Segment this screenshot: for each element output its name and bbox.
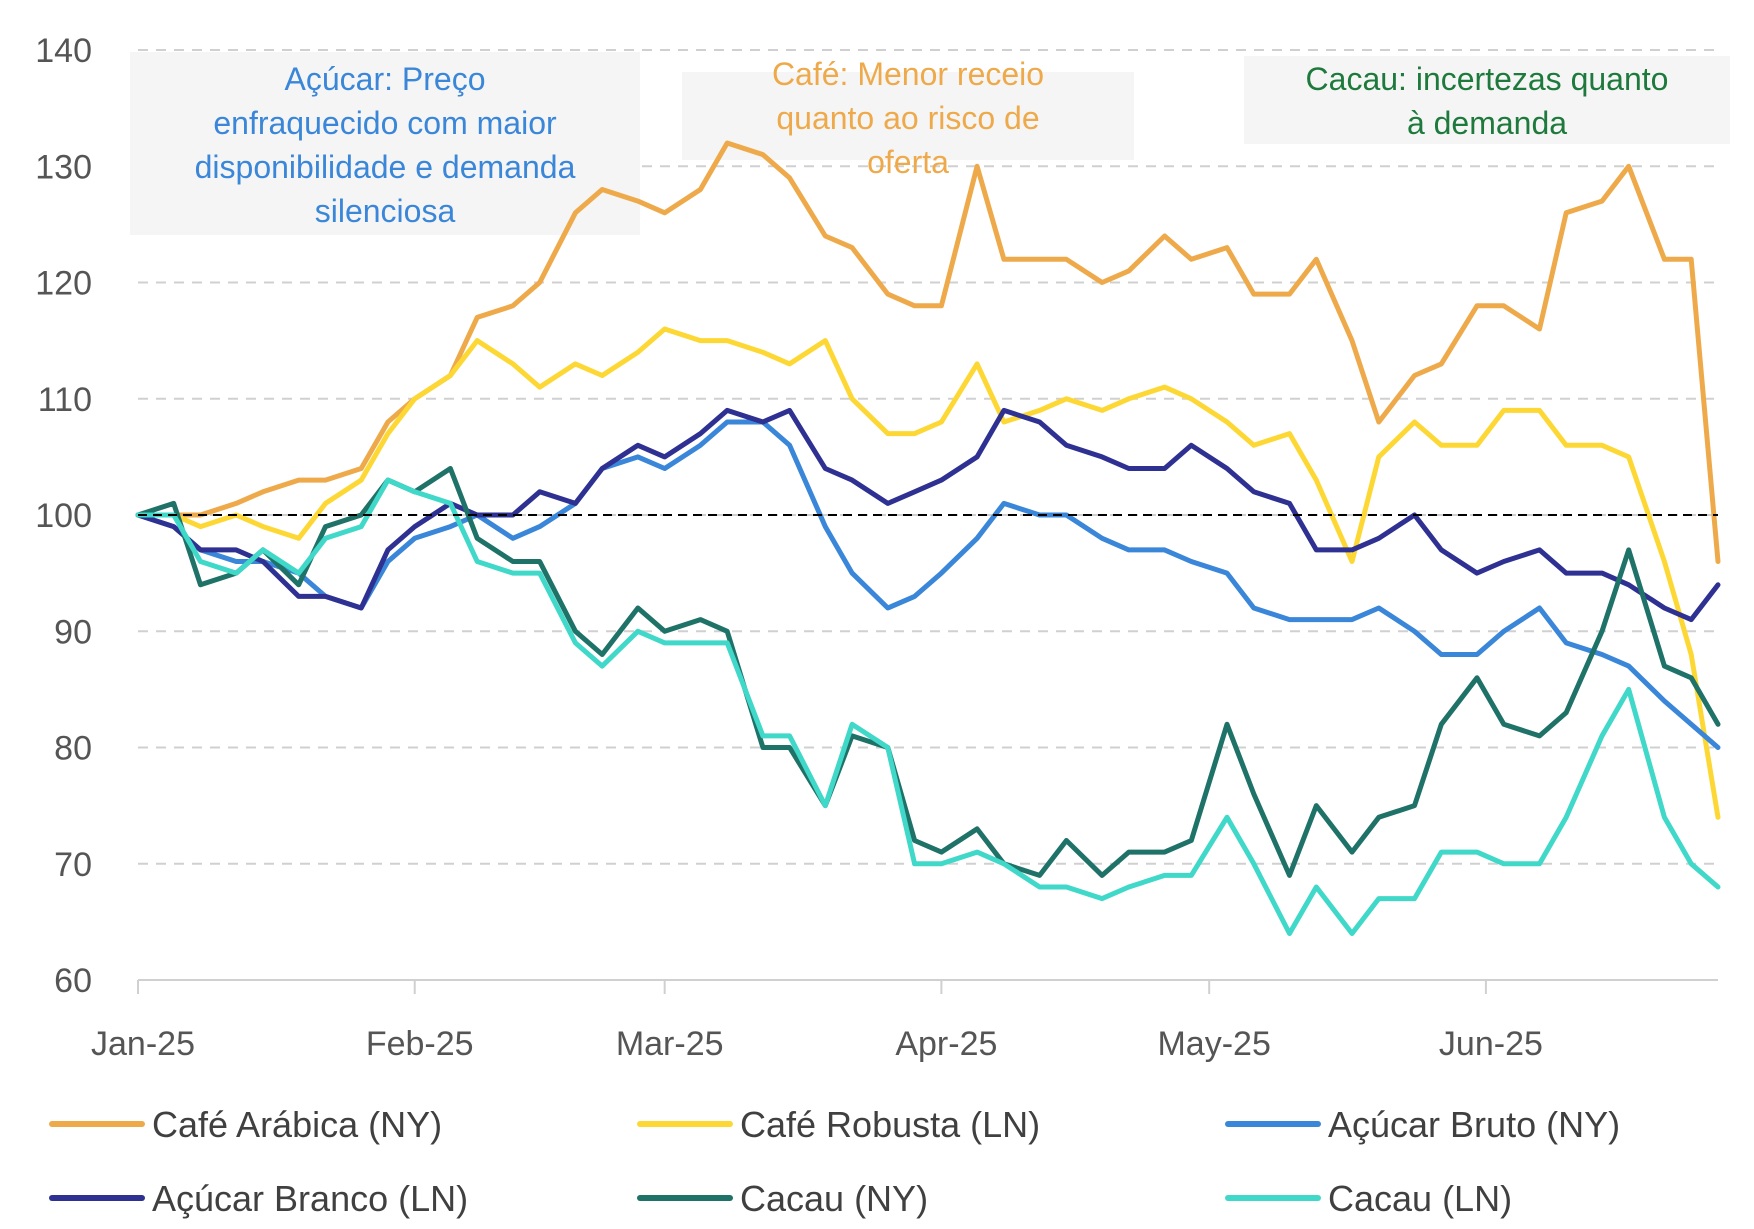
gridlines (138, 49, 1718, 865)
series-line-4 (135, 466, 1721, 878)
x-tick-label: Feb-25 (366, 1025, 474, 1063)
annotation-line: Açúcar: Preço (285, 61, 486, 97)
legend-label-0: Café Arábica (NY) (152, 1104, 442, 1145)
annotation-line: à demanda (1407, 105, 1567, 141)
annotation-text: Açúcar: Preço enfraquecido com maior dispo… (195, 61, 576, 229)
series-line-2 (135, 419, 1721, 750)
annotations: Açúcar: Preço enfraquecido com maior dispo… (130, 52, 1730, 235)
legend-label-4: Cacau (NY) (740, 1178, 928, 1219)
annotation-line: oferta (867, 144, 949, 180)
legend-label-5: Cacau (LN) (1328, 1178, 1512, 1219)
x-tick-label: May-25 (1157, 1025, 1270, 1063)
series-line-5 (135, 477, 1721, 936)
annotation-line: quanto ao risco de (776, 100, 1039, 136)
legend-label-3: Açúcar Branco (LN) (152, 1178, 468, 1219)
y-tick-label: 60 (54, 962, 92, 1000)
annotation-text: Cacau: incertezas quanto à demanda (1306, 61, 1669, 141)
y-tick-label: 120 (35, 265, 92, 303)
annotation-line: silenciosa (315, 193, 456, 229)
series-lines (135, 140, 1721, 936)
series-line-0 (135, 140, 1721, 564)
y-tick-label: 80 (54, 730, 92, 768)
annotation-line: disponibilidade e demanda (195, 149, 576, 185)
annotation-text: Café: Menor receio quanto ao risco de ofer… (772, 56, 1044, 180)
series-line-3 (135, 407, 1721, 623)
annotation-line: Café: Menor receio (772, 56, 1044, 92)
legend: Café Arábica (NY) Café Robusta (LN) Açúcar… (49, 1104, 1620, 1219)
y-tick-label: 70 (54, 846, 92, 884)
y-tick-label: 130 (35, 148, 92, 186)
x-tick-label: Mar-25 (616, 1025, 724, 1063)
legend-label-2: Açúcar Bruto (NY) (1328, 1104, 1620, 1145)
y-tick-label: 140 (35, 32, 92, 70)
series-line-1 (135, 326, 1721, 820)
x-tick-label: Jun-25 (1439, 1025, 1543, 1063)
x-tick-label: Jan-25 (91, 1025, 195, 1063)
axes: 60 70 80 90 100 110 120 130 140 Jan-25 Feb-25 Mar-2… (35, 32, 1718, 1063)
annotation-box (682, 72, 1134, 160)
y-tick-label: 100 (35, 497, 92, 535)
annotation-box (130, 52, 640, 235)
y-tick-label: 110 (38, 381, 92, 419)
annotation-line: Cacau: incertezas quanto (1306, 61, 1669, 97)
annotation-line: enfraquecido com maior (213, 105, 557, 141)
legend-label-1: Café Robusta (LN) (740, 1104, 1040, 1145)
y-tick-label: 90 (54, 613, 92, 651)
x-tick-label: Apr-25 (895, 1025, 997, 1063)
annotation-box (1244, 56, 1730, 144)
